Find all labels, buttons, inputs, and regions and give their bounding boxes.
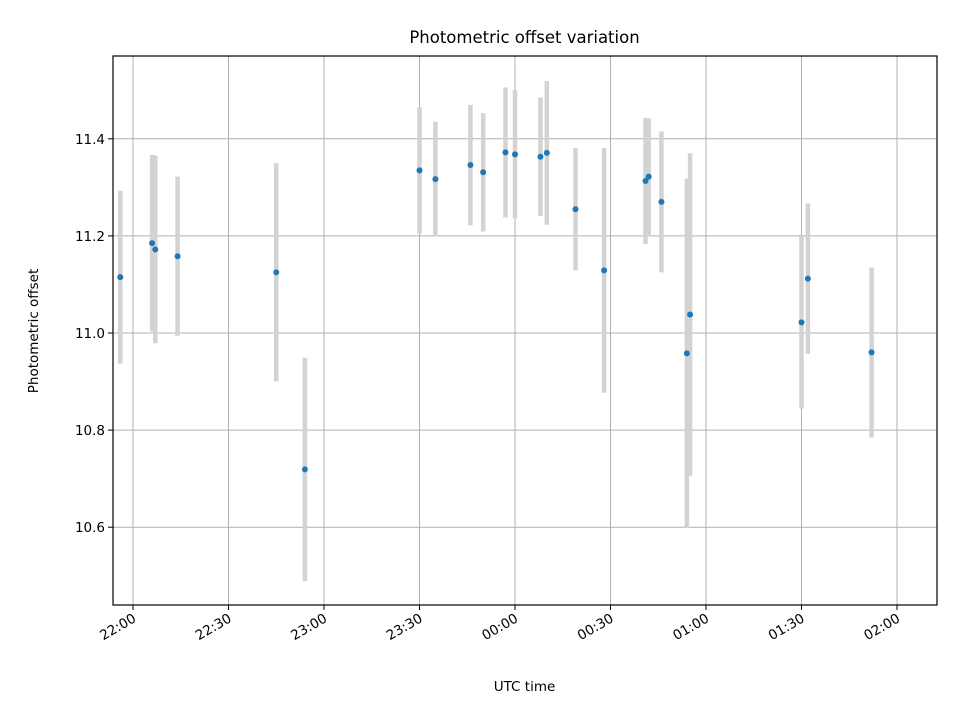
y-tick-label: 10.8	[75, 423, 105, 439]
data-point	[480, 169, 487, 176]
data-point	[273, 269, 280, 276]
data-point	[537, 153, 544, 160]
data-point	[658, 198, 665, 205]
x-tick-label: 22:30	[193, 611, 235, 644]
data-point	[301, 466, 308, 473]
x-tick-label: 22:00	[97, 611, 139, 644]
data-point	[416, 167, 423, 174]
data-point	[642, 178, 649, 185]
data-point	[543, 149, 550, 156]
y-tick-label: 10.6	[75, 520, 105, 536]
x-axis-label: UTC time	[494, 679, 556, 695]
plot-frame	[112, 55, 938, 606]
data-point	[512, 151, 518, 158]
errorbar-layer	[118, 81, 874, 582]
data-point	[683, 350, 690, 357]
x-tick-label: 23:30	[384, 611, 426, 644]
data-point	[502, 149, 509, 156]
x-tick-label: 23:00	[288, 611, 330, 644]
data-point	[601, 267, 608, 274]
y-tick-label: 11.4	[75, 132, 105, 148]
data-point	[149, 240, 156, 247]
x-tick-label: 02:00	[861, 611, 903, 644]
data-point	[467, 162, 474, 169]
chart-title: Photometric offset variation	[409, 28, 639, 47]
y-axis-label: Photometric offset	[26, 269, 42, 393]
y-tick-label: 11.0	[75, 326, 105, 342]
y-tick-label: 11.2	[75, 229, 105, 245]
data-point	[645, 173, 652, 180]
data-point	[687, 311, 694, 318]
x-tick-label: 00:00	[479, 611, 521, 644]
point-layer	[117, 149, 875, 473]
data-point	[798, 319, 805, 326]
data-point	[432, 176, 439, 183]
x-tick-label: 01:30	[766, 611, 808, 644]
data-point	[868, 349, 875, 356]
data-point	[572, 206, 579, 213]
x-tick-label: 00:30	[575, 611, 617, 644]
x-tick-label: 01:00	[670, 611, 712, 644]
data-point	[804, 275, 811, 282]
data-point	[174, 253, 181, 260]
grid-layer	[113, 56, 937, 605]
data-point	[117, 274, 124, 281]
data-point	[152, 246, 159, 253]
